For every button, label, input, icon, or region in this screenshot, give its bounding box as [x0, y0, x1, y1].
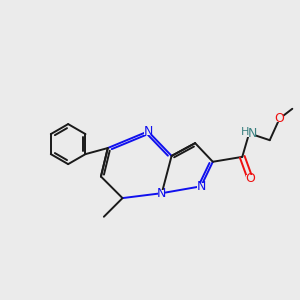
Text: O: O — [274, 112, 284, 125]
Text: N: N — [196, 180, 206, 193]
Bar — [197, 183, 205, 190]
Bar — [144, 128, 152, 135]
Text: N: N — [143, 125, 153, 138]
Bar — [276, 115, 283, 122]
Text: N: N — [248, 127, 257, 140]
Bar — [158, 190, 166, 197]
Text: H: H — [241, 127, 249, 137]
Text: N: N — [157, 187, 167, 200]
Text: O: O — [245, 172, 255, 185]
Bar — [242, 129, 256, 137]
Bar — [246, 175, 254, 182]
Bar — [245, 130, 253, 137]
